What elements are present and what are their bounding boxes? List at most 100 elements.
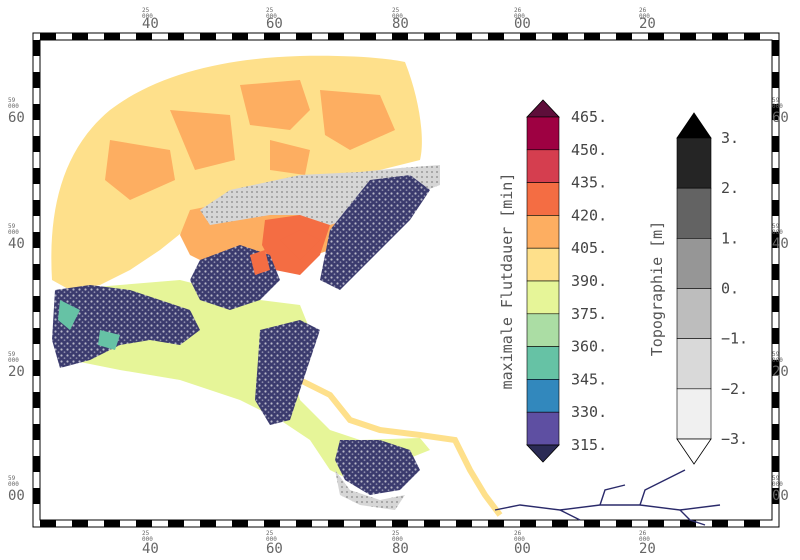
frame-check-top [552, 33, 568, 40]
top-tick-label-value: 40 [142, 16, 159, 32]
topo-legend-swatch [676, 238, 712, 289]
flood-legend-swatch [526, 182, 560, 216]
left-tick-label-deg: 59 [8, 475, 16, 482]
topo-legend-tick-label: −1. [721, 330, 748, 348]
frame-check-left [33, 360, 40, 376]
bottom-tick-label-value: 60 [266, 541, 283, 557]
frame-check-top [136, 33, 152, 40]
frame-check-top [520, 33, 536, 40]
channel-river [298, 377, 503, 517]
frame-check-right [772, 264, 779, 280]
frame-check-top [456, 33, 472, 40]
frame-check-bottom [680, 520, 696, 527]
frame-check-bottom [392, 520, 408, 527]
frame-check-right [772, 328, 779, 344]
topo-legend-tick-label: 2. [721, 179, 739, 197]
top-tick-label-value: 20 [639, 16, 656, 32]
orange-creeks [250, 230, 320, 275]
flood-legend-tick-label: 345. [571, 370, 607, 388]
top-tick-label-sub: 000 [392, 13, 403, 20]
flood-legend-tick-label: 465. [571, 108, 607, 126]
right-tick-label-value: 60 [772, 110, 789, 126]
topo-legend-swatch [676, 338, 712, 390]
topography-legend: 3. 2. 1. 0. −1. −2. −3. Topographie [m] [648, 112, 748, 465]
frame-check-left [33, 40, 40, 56]
flood-legend-tick-label: 420. [571, 206, 607, 224]
frame-check-top [296, 33, 312, 40]
bottom-tick-label-sub: 000 [142, 536, 153, 543]
frame-check-top [680, 33, 696, 40]
flood-legend-swatch [526, 346, 560, 380]
frame-check-left [33, 424, 40, 440]
left-tick-label-deg: 59 [8, 223, 16, 230]
right-tick-label-deg: 59 [772, 97, 780, 104]
frame-check-bottom [200, 520, 216, 527]
flood-legend-swatch [526, 379, 560, 413]
flood-legend-swatch [526, 280, 560, 315]
frame-check-top [328, 33, 344, 40]
frame-check-right [772, 136, 779, 152]
frame-check-bottom [648, 520, 664, 527]
topo-legend-swatch [676, 137, 712, 189]
flood-legend-swatch [526, 215, 560, 249]
land-areas [52, 165, 440, 510]
bottom-tick-label-value: 20 [639, 541, 656, 557]
frame-check-right [772, 232, 779, 248]
river-branch-3 [679, 509, 706, 526]
bottom-tick-label-sub: 000 [639, 536, 650, 543]
top-tick-label-value: 00 [514, 16, 531, 32]
flood-legend-title: maximale Flutdauer [min] [498, 173, 516, 390]
frame-check-right [772, 392, 779, 408]
flood-legend-tick-label: 390. [571, 272, 607, 290]
bottom-tick-label-value: 40 [142, 541, 159, 557]
flood-legend-bottom-arrow [526, 444, 560, 463]
top-tick-label-deg: 25 [266, 7, 274, 14]
top-tick-label-sub: 000 [266, 13, 277, 20]
flood-legend-tick-label: 315. [571, 436, 607, 454]
frame-check-top [40, 33, 56, 40]
flood-legend-swatch [526, 149, 560, 183]
frame-check-top [744, 33, 760, 40]
frame-check-bottom [40, 520, 56, 527]
frame-check-bottom [520, 520, 536, 527]
bottom-tick-label-value: 80 [392, 541, 409, 557]
frame-check-top [648, 33, 664, 40]
bottom-tick-label-deg: 25 [392, 530, 400, 537]
left-tick-label-sub: 000 [8, 481, 19, 488]
river-branch-4 [559, 509, 581, 521]
river-branch-1 [599, 484, 626, 506]
left-tick-label-deg: 59 [8, 97, 16, 104]
bottom-tick-label-deg: 25 [142, 530, 150, 537]
frame-check-top [424, 33, 440, 40]
topo-legend-tick-label: 1. [721, 229, 739, 247]
right-tick-label-deg: 59 [772, 223, 780, 230]
frame-check-left [33, 488, 40, 504]
frame-check-top [392, 33, 408, 40]
bottom-tick-label-sub: 000 [266, 536, 277, 543]
frame-check-left [33, 136, 40, 152]
right-tick-label-sub: 000 [772, 229, 783, 236]
frame-check-left [33, 72, 40, 88]
sea-orange-patches [105, 80, 395, 200]
top-tick-label-deg: 25 [392, 7, 400, 14]
left-tick-label-value: 40 [8, 236, 25, 252]
frame-check-bottom [584, 520, 600, 527]
frame-check-bottom [72, 520, 88, 527]
frame-check-left [33, 264, 40, 280]
bottom-tick-label-sub: 000 [514, 536, 525, 543]
flood-legend-tick-label: 450. [571, 141, 607, 159]
top-tick-label-deg: 26 [639, 7, 647, 14]
river-network [494, 469, 721, 526]
left-tick-label-deg: 59 [8, 351, 16, 358]
top-tick-label-value: 80 [392, 16, 409, 32]
top-tick-label-sub: 000 [514, 13, 525, 20]
frame-check-bottom [136, 520, 152, 527]
top-tick-label-value: 60 [266, 16, 283, 32]
frame-check-right [772, 72, 779, 88]
frame-check-right [772, 200, 779, 216]
top-tick-label-sub: 000 [639, 13, 650, 20]
frame-check-top [488, 33, 504, 40]
topo-legend-swatch [676, 388, 712, 440]
topo-legend-tick-label: 3. [721, 129, 739, 147]
frame-check-bottom [168, 520, 184, 527]
